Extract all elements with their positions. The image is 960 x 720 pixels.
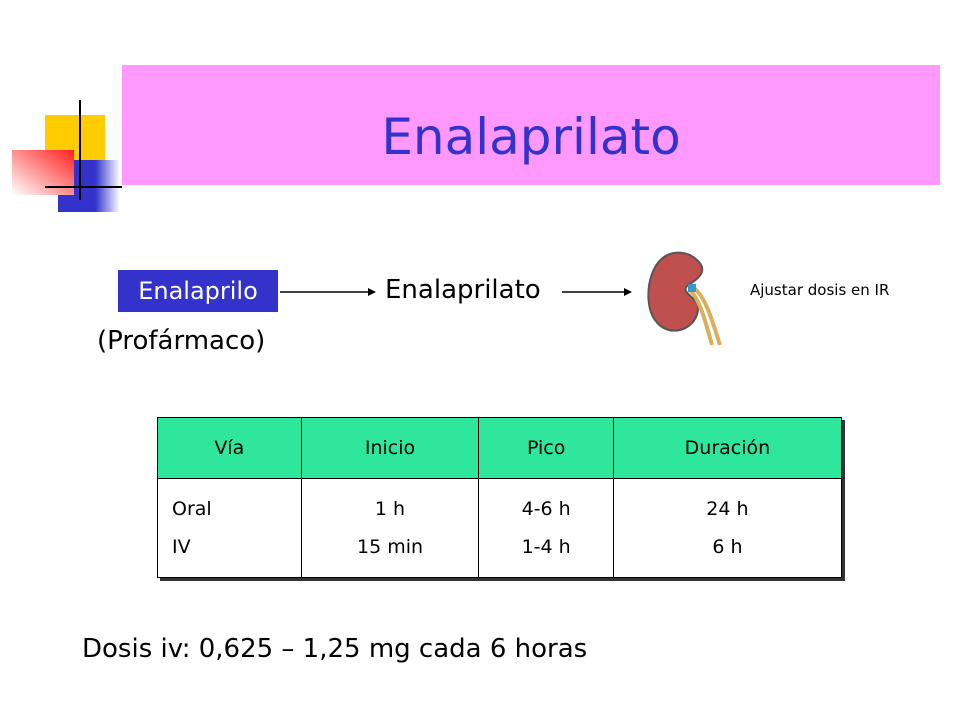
prodrug-box: Enalaprilo <box>118 270 278 312</box>
header-cell: Inicio <box>300 417 480 479</box>
kidney-note: Ajustar dosis en IR <box>750 281 890 299</box>
table-cell: 1 h 15 min <box>300 478 480 578</box>
header-cell: Pico <box>478 417 614 479</box>
footer: Dosis iv: 0,625 – 1,25 mg cada 6 horas <box>82 634 588 664</box>
pharmacokinetics-table: Vía Inicio Pico Duración Oral IV 1 h 15 min 4-6 … <box>157 417 843 578</box>
cell-line: 1 h <box>374 498 406 520</box>
deco-square <box>12 150 74 195</box>
table-cell: Oral IV <box>157 478 302 578</box>
table-cell: 4-6 h 1-4 h <box>478 478 614 578</box>
cell-line: IV <box>172 536 191 558</box>
cell-line: 1-4 h <box>521 536 571 558</box>
active-drug: Enalaprilato <box>385 275 541 305</box>
table-row: Oral IV 1 h 15 min 4-6 h 1-4 h 24 h 6 h <box>157 478 843 578</box>
header-cell: Duración <box>612 417 843 479</box>
title-band <box>122 65 940 185</box>
cell-line: 15 min <box>356 536 424 558</box>
arrow-head <box>368 288 376 296</box>
cell-line: Oral <box>172 498 212 520</box>
header-cell: Vía <box>157 417 302 479</box>
arrow-head <box>624 288 632 296</box>
prodrug-note: (Profármaco) <box>97 326 266 356</box>
kidney-icon <box>647 251 722 346</box>
cell-line: 6 h <box>712 536 743 558</box>
cell-line: 24 h <box>706 498 749 520</box>
title: Enalaprilato <box>381 108 681 166</box>
cell-line: 4-6 h <box>521 498 571 520</box>
table-cell: 24 h 6 h <box>612 478 843 578</box>
